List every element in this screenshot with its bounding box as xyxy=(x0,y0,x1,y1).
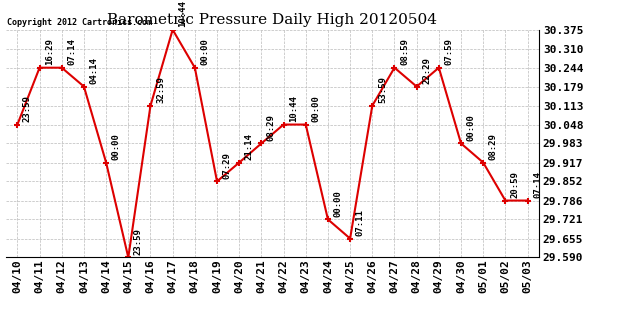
Text: 23:59: 23:59 xyxy=(23,95,32,122)
Text: 32:59: 32:59 xyxy=(156,76,165,103)
Text: 00:00: 00:00 xyxy=(333,190,343,216)
Text: 16:29: 16:29 xyxy=(45,38,54,65)
Text: 10:44: 10:44 xyxy=(289,95,298,122)
Title: Barometric Pressure Daily High 20120504: Barometric Pressure Daily High 20120504 xyxy=(108,13,437,27)
Text: 08:29: 08:29 xyxy=(489,133,498,160)
Text: Copyright 2012 Cartronics.com: Copyright 2012 Cartronics.com xyxy=(8,18,152,27)
Text: 53:59: 53:59 xyxy=(378,76,387,103)
Text: 20:59: 20:59 xyxy=(511,171,520,198)
Text: 10:44: 10:44 xyxy=(178,0,187,27)
Text: 00:00: 00:00 xyxy=(112,133,121,160)
Text: 00:00: 00:00 xyxy=(311,95,320,122)
Text: 07:29: 07:29 xyxy=(222,152,232,179)
Text: 07:14: 07:14 xyxy=(533,171,542,198)
Text: 00:00: 00:00 xyxy=(467,114,476,141)
Text: 08:59: 08:59 xyxy=(400,38,409,65)
Text: 04:14: 04:14 xyxy=(89,57,98,84)
Text: 21:14: 21:14 xyxy=(245,133,254,160)
Text: 08:29: 08:29 xyxy=(267,114,276,141)
Text: 22:29: 22:29 xyxy=(422,57,431,84)
Text: 23:59: 23:59 xyxy=(134,228,143,255)
Text: 07:11: 07:11 xyxy=(356,209,365,236)
Text: 07:59: 07:59 xyxy=(444,38,454,65)
Text: 07:14: 07:14 xyxy=(67,38,76,65)
Text: 00:00: 00:00 xyxy=(200,38,209,65)
